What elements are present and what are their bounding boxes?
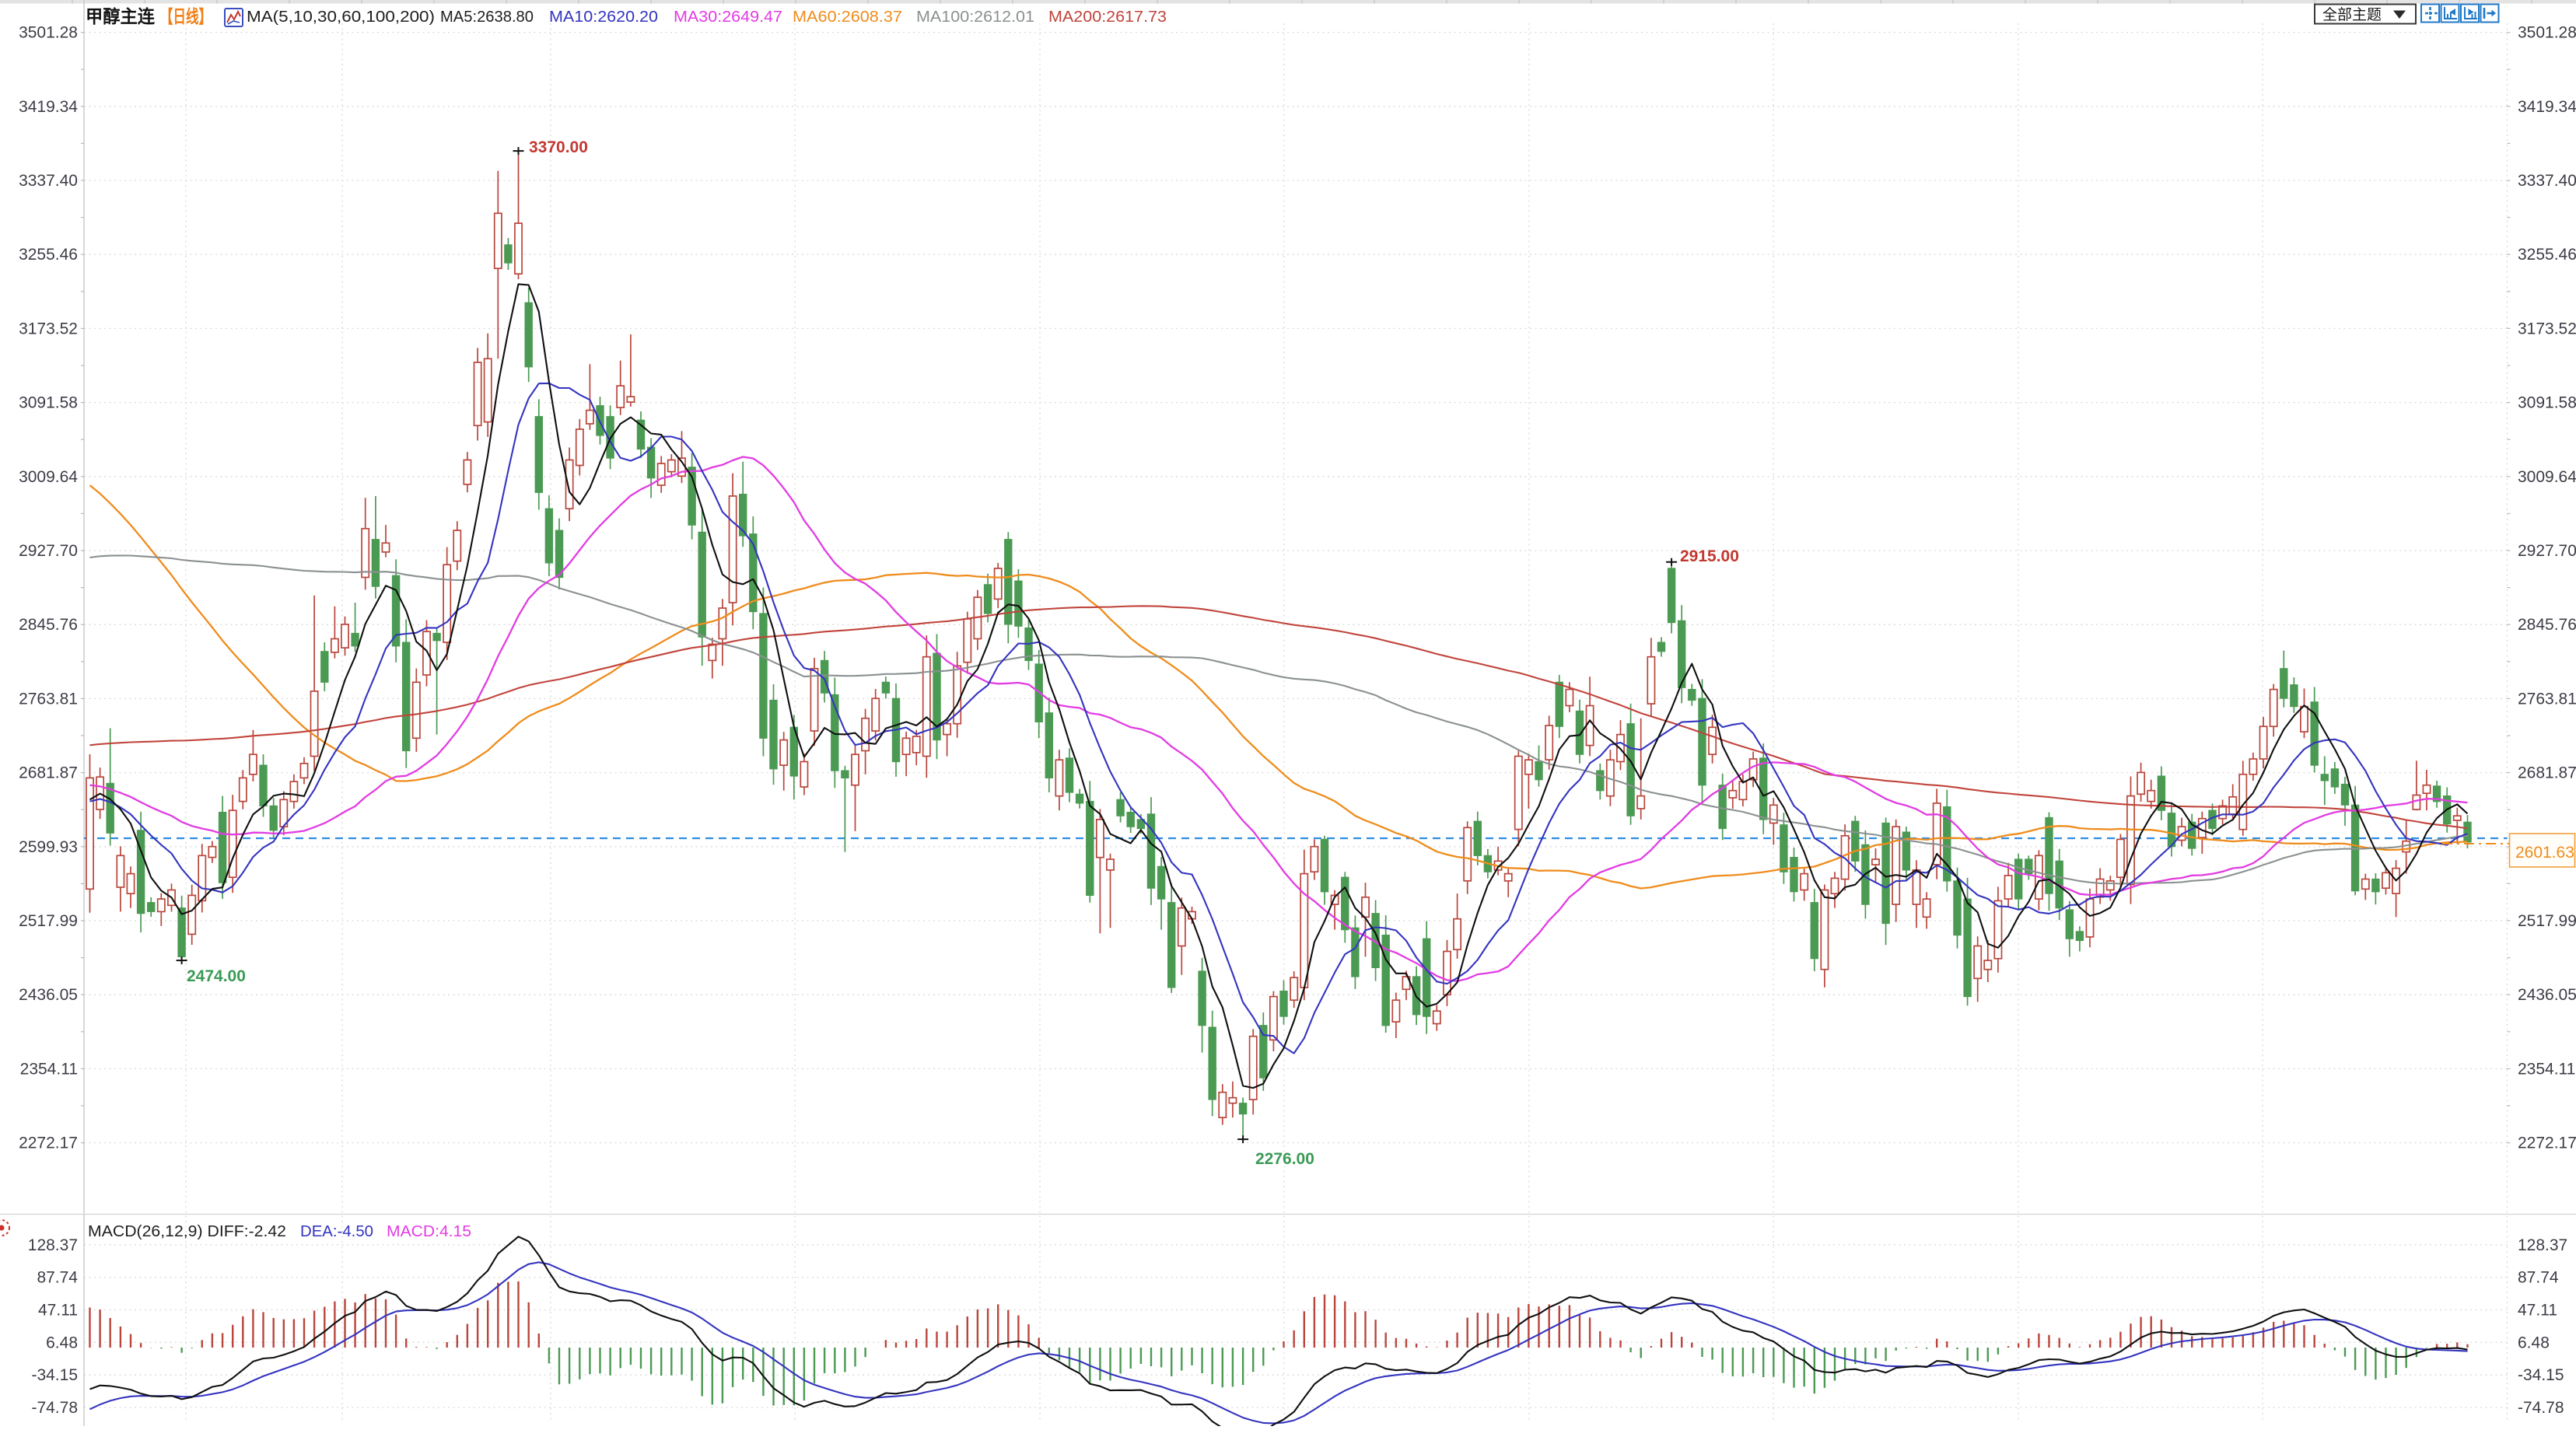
svg-text:2599.93: 2599.93 [19,838,78,856]
svg-text:2272.17: 2272.17 [2518,1135,2576,1152]
svg-text:87.74: 87.74 [37,1269,78,1287]
svg-text:3419.34: 3419.34 [2518,98,2576,116]
svg-text:2436.05: 2436.05 [19,986,78,1004]
svg-text:128.37: 128.37 [2518,1236,2567,1254]
svg-text:3501.28: 3501.28 [19,24,78,42]
svg-text:-74.78: -74.78 [31,1399,78,1417]
svg-text:3419.34: 3419.34 [19,98,78,116]
svg-text:128.37: 128.37 [28,1236,78,1254]
svg-text:2681.87: 2681.87 [19,764,78,782]
svg-text:2763.81: 2763.81 [19,690,78,708]
svg-text:2915.00: 2915.00 [1680,547,1739,565]
svg-text:2845.76: 2845.76 [19,616,78,634]
svg-text:MACD:4.15: MACD:4.15 [387,1223,471,1240]
svg-text:MA100:2612.01: MA100:2612.01 [916,9,1034,26]
svg-text:2517.99: 2517.99 [19,912,78,930]
svg-text:MA30:2649.47: MA30:2649.47 [674,9,782,26]
svg-text:MA5:2638.80: MA5:2638.80 [440,9,534,26]
svg-text:2354.11: 2354.11 [20,1060,78,1078]
svg-text:3255.46: 3255.46 [2518,246,2576,264]
svg-text:6.48: 6.48 [46,1334,78,1351]
svg-text:-34.15: -34.15 [2518,1366,2564,1384]
svg-text:2272.17: 2272.17 [19,1135,78,1152]
svg-text:MA10:2620.20: MA10:2620.20 [549,9,658,26]
svg-text:2474.00: 2474.00 [187,967,246,985]
svg-text:3173.52: 3173.52 [2518,320,2576,337]
svg-text:2436.05: 2436.05 [2518,986,2576,1004]
svg-text:3370.00: 3370.00 [529,138,588,156]
svg-text:3337.40: 3337.40 [19,172,78,190]
svg-text:甲醇主连: 甲醇主连 [86,6,156,26]
svg-text:2845.76: 2845.76 [2518,616,2576,634]
svg-text:2927.70: 2927.70 [19,542,78,560]
svg-text:-74.78: -74.78 [2518,1399,2564,1417]
svg-text:2354.11: 2354.11 [2518,1060,2575,1078]
svg-text:【日线】: 【日线】 [160,6,212,26]
svg-text:2276.00: 2276.00 [1255,1150,1314,1168]
svg-text:全部主题: 全部主题 [2322,6,2382,23]
svg-text:6.48: 6.48 [2518,1334,2550,1351]
svg-text:2601.63: 2601.63 [2515,844,2574,862]
svg-text:2927.70: 2927.70 [2518,542,2576,560]
svg-text:MA60:2608.37: MA60:2608.37 [793,9,902,26]
svg-text:MA(5,10,30,60,100,200): MA(5,10,30,60,100,200) [247,9,435,26]
svg-text:3501.28: 3501.28 [2518,24,2576,42]
svg-text:2681.87: 2681.87 [2518,764,2576,782]
svg-text:47.11: 47.11 [2518,1302,2557,1320]
svg-text:3009.64: 3009.64 [2518,468,2576,486]
svg-text:47.11: 47.11 [38,1302,78,1320]
svg-text:3091.58: 3091.58 [19,394,78,412]
svg-text:2763.81: 2763.81 [2518,690,2576,708]
svg-text:2517.99: 2517.99 [2518,912,2576,930]
svg-text:3091.58: 3091.58 [2518,394,2576,412]
svg-text:87.74: 87.74 [2518,1269,2559,1287]
svg-text:-34.15: -34.15 [31,1366,78,1384]
svg-text:3009.64: 3009.64 [19,468,78,486]
svg-text:DEA:-4.50: DEA:-4.50 [300,1223,373,1240]
svg-text:MACD(26,12,9) DIFF:-2.42: MACD(26,12,9) DIFF:-2.42 [88,1223,286,1240]
svg-text:MA200:2617.73: MA200:2617.73 [1048,9,1167,26]
svg-text:3255.46: 3255.46 [19,246,78,264]
svg-text:3173.52: 3173.52 [19,320,78,337]
svg-text:3337.40: 3337.40 [2518,172,2576,190]
